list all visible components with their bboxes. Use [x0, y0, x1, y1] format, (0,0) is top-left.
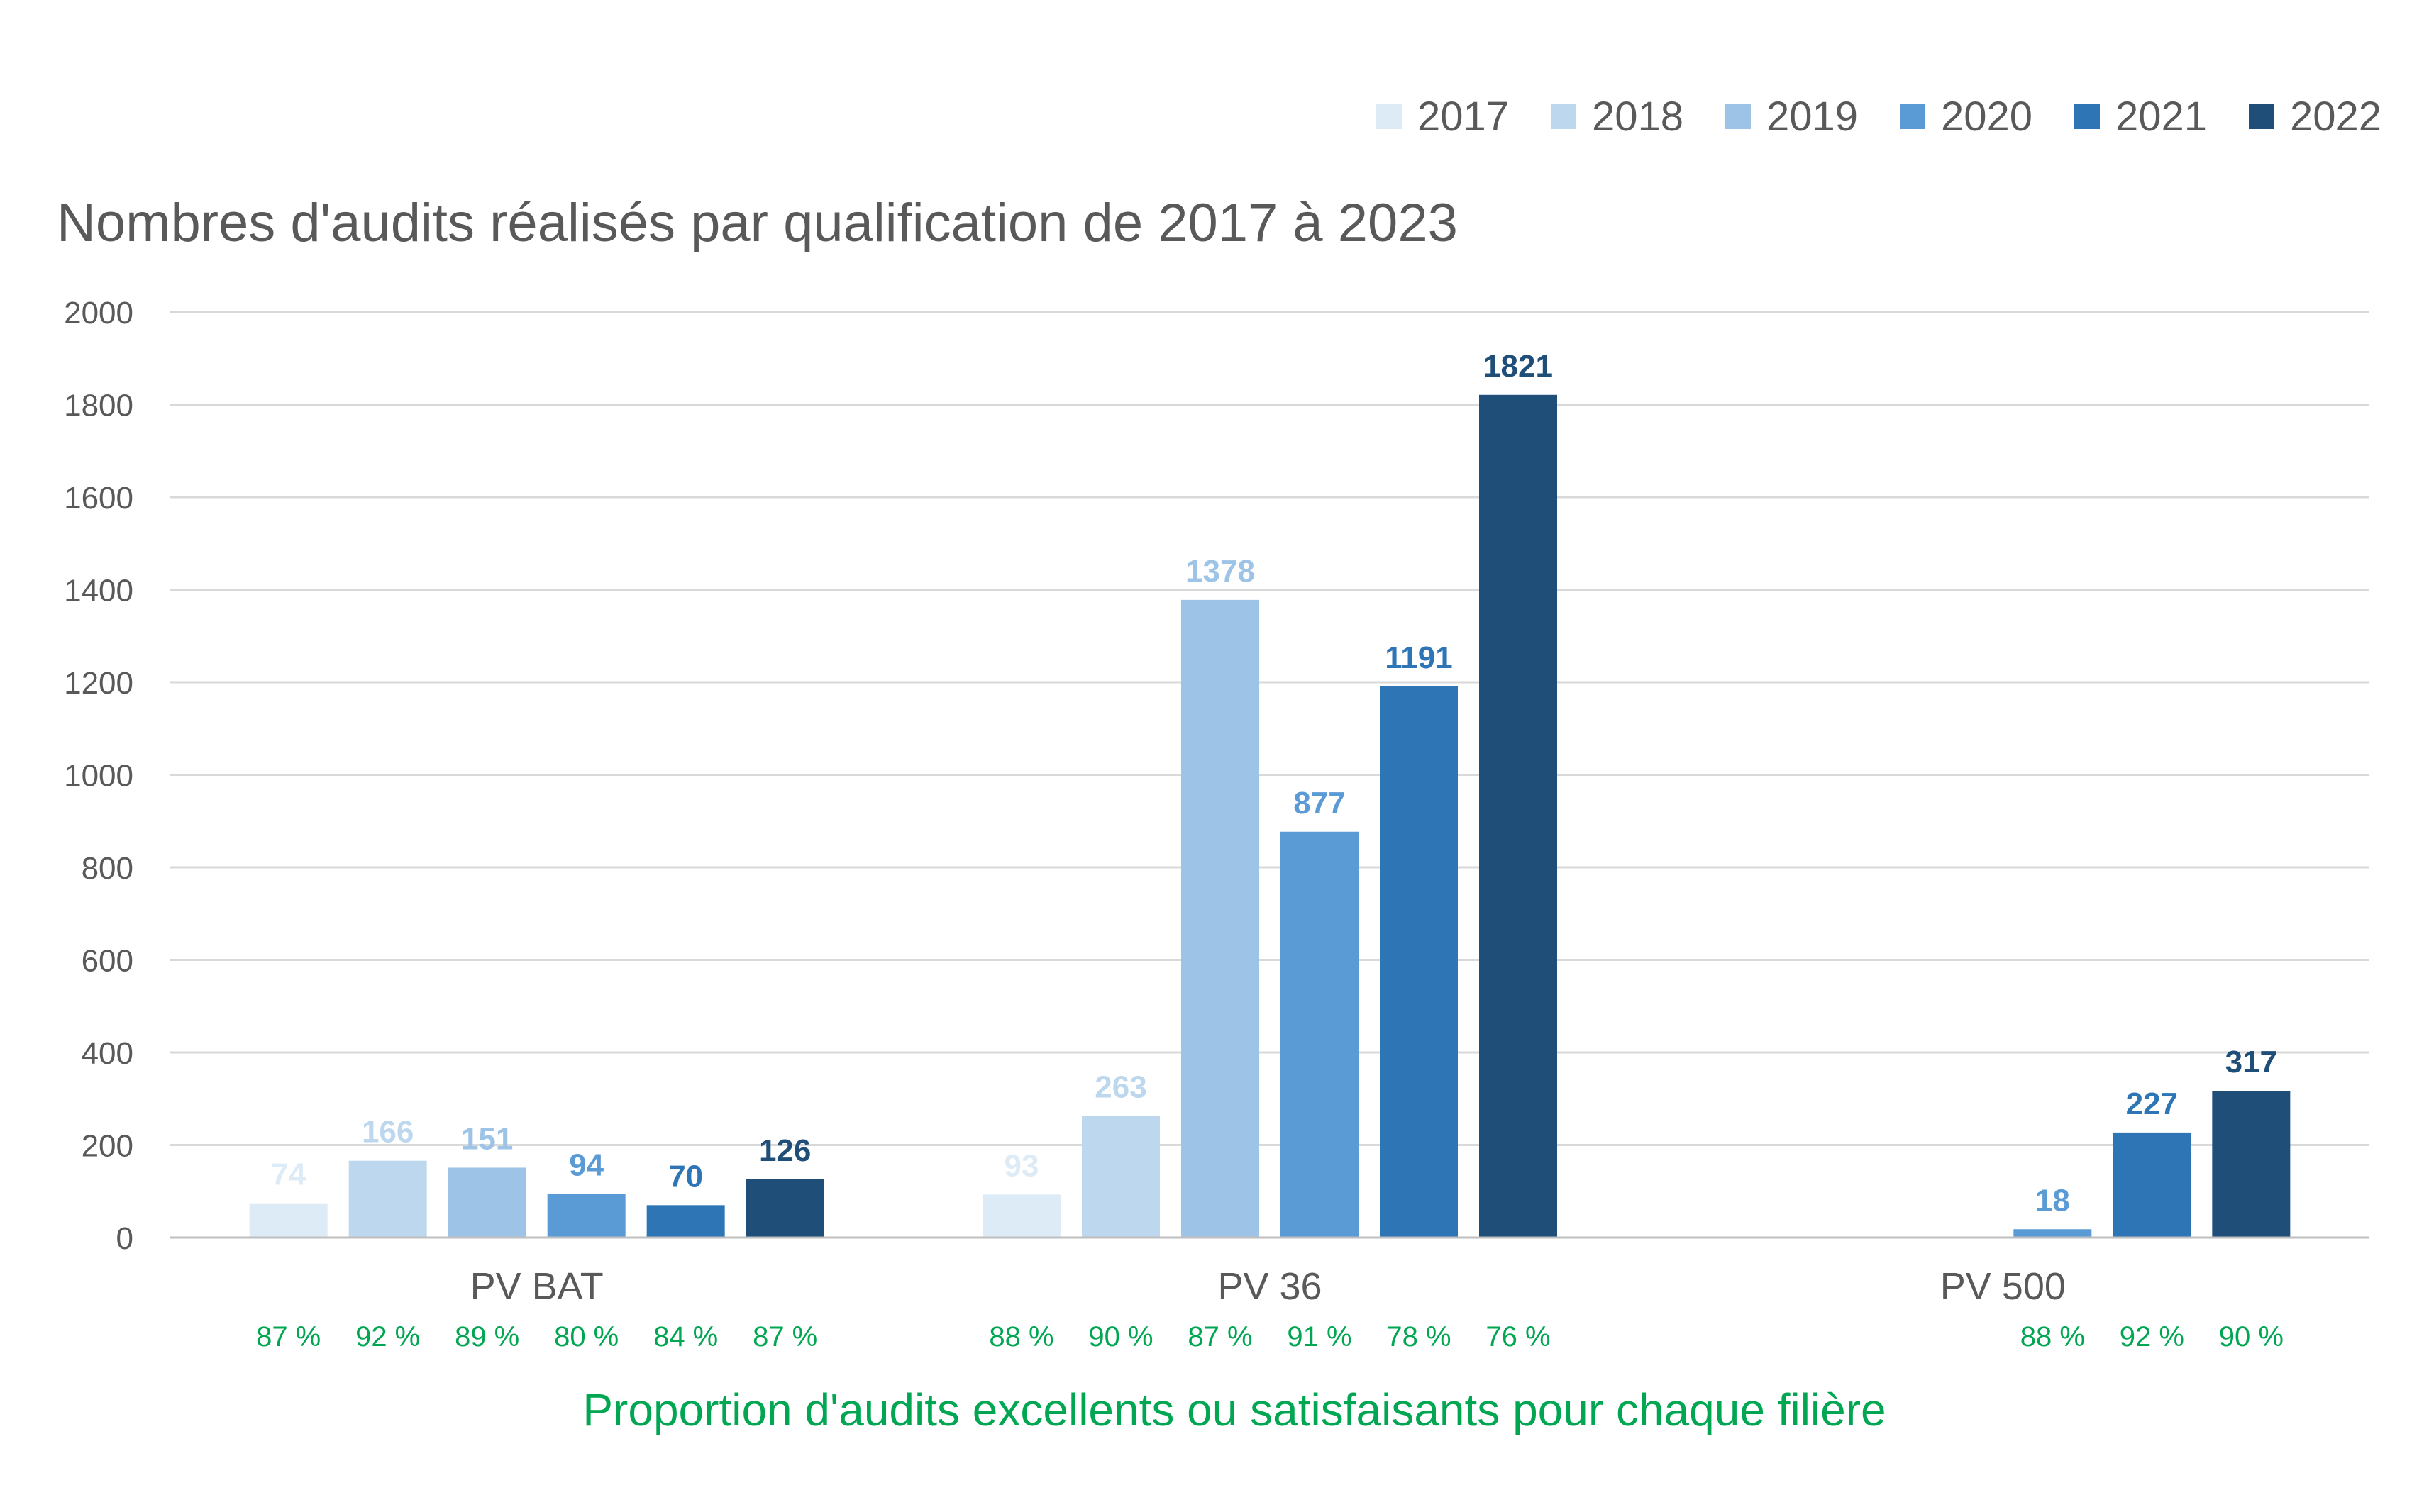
bar-pv-36-2018: [1082, 1116, 1160, 1238]
y-tick-label: 0: [116, 1221, 133, 1256]
y-tick-label: 1600: [64, 481, 133, 516]
legend: 2017 2018 2019 2020 2021 2022: [1376, 94, 2381, 140]
proportion-label: 92 %: [2120, 1321, 2184, 1352]
legend-entry: 2020: [1941, 94, 2032, 140]
legend-swatch: [1900, 104, 1925, 129]
bar-pv-36-2021: [1380, 686, 1458, 1238]
data-label: 263: [1095, 1069, 1146, 1104]
data-label: 1191: [1385, 640, 1452, 675]
y-tick-label: 800: [82, 851, 133, 886]
data-label: 70: [668, 1159, 703, 1194]
x-category-label: PV BAT: [470, 1265, 604, 1308]
gridlines: [170, 311, 2369, 1146]
bar-pv-bat-2017: [249, 1203, 328, 1238]
proportion-label: 90 %: [2219, 1321, 2284, 1352]
data-label: 227: [2126, 1086, 2178, 1121]
proportion-label: 88 %: [2020, 1321, 2085, 1352]
y-tick-label: 2000: [64, 296, 133, 330]
y-tick-label: 600: [82, 944, 133, 979]
proportion-label: 92 %: [355, 1321, 420, 1352]
proportion-label: 90 %: [1088, 1321, 1153, 1352]
data-label: 93: [1005, 1148, 1039, 1183]
bar-pv-bat-2018: [348, 1160, 427, 1238]
data-label: 74: [271, 1157, 306, 1192]
data-label: 877: [1293, 786, 1345, 821]
bar-pv-36-2017: [983, 1194, 1061, 1238]
legend-swatch: [2074, 104, 2100, 129]
y-tick-label: 1800: [64, 389, 133, 423]
y-tick-label: 1400: [64, 574, 133, 608]
data-labels: 74 166 151 94 70 126 93 263 1378 877 1191 1821 18 227…: [271, 349, 2277, 1218]
proportion-label: 76 %: [1485, 1321, 1550, 1352]
bar-pv-500-2021: [2113, 1132, 2191, 1238]
proportion-label: 87 %: [256, 1321, 321, 1352]
x-category-label: PV 500: [1940, 1265, 2066, 1308]
legend-swatch: [1551, 104, 1576, 129]
y-tick-label: 200: [82, 1129, 133, 1164]
bar-pv-bat-2021: [646, 1205, 725, 1238]
data-label: 126: [759, 1133, 811, 1168]
proportion-label: 78 %: [1386, 1321, 1451, 1352]
legend-entry: 2018: [1592, 94, 1683, 140]
legend-entry: 2017: [1417, 94, 1509, 140]
proportion-label: 91 %: [1287, 1321, 1351, 1352]
data-label: 166: [362, 1115, 414, 1150]
legend-entry: 2019: [1766, 94, 1858, 140]
proportion-label: 84 %: [653, 1321, 718, 1352]
footer-caption: Proportion d'audits excellents ou satisf…: [582, 1384, 1886, 1435]
bar-pv-bat-2022: [746, 1179, 824, 1238]
x-category-label: PV 36: [1217, 1265, 1322, 1308]
legend-entry: 2022: [2290, 94, 2381, 140]
proportion-label: 89 %: [455, 1321, 519, 1352]
chart-title: Nombres d'audits réalisés par qualificat…: [57, 193, 1458, 253]
data-label: 1378: [1185, 554, 1255, 589]
bar-pv-bat-2019: [448, 1167, 526, 1238]
legend-swatch: [2249, 104, 2274, 129]
bar-pv-bat-2020: [547, 1194, 626, 1238]
proportion-label: 80 %: [554, 1321, 619, 1352]
bar-pv-36-2019: [1181, 599, 1259, 1238]
proportion-labels: 87 % 92 % 89 % 80 % 84 % 87 % 88 % 90 % 87 % 91 %…: [256, 1321, 2284, 1352]
bar-pv-36-2022: [1479, 394, 1557, 1238]
legend-entry: 2021: [2115, 94, 2207, 140]
axis: 0 200 400 600 800 1000 1200 1400 1600 1800 2000 PV …: [64, 296, 2369, 1308]
y-tick-label: 1000: [64, 759, 133, 794]
y-tick-label: 400: [82, 1036, 133, 1071]
proportion-label: 87 %: [1188, 1321, 1252, 1352]
bar-pv-500-2022: [2212, 1091, 2291, 1238]
proportion-label: 87 %: [753, 1321, 817, 1352]
data-label: 151: [461, 1121, 513, 1156]
legend-swatch: [1725, 104, 1751, 129]
data-label: 94: [569, 1148, 604, 1183]
bars: [249, 394, 2291, 1238]
data-label: 18: [2035, 1183, 2070, 1218]
bar-pv-36-2020: [1280, 831, 1359, 1238]
legend-swatch: [1376, 104, 1402, 129]
bar-pv-500-2020: [2013, 1229, 2092, 1238]
proportion-label: 88 %: [989, 1321, 1053, 1352]
y-tick-label: 1200: [64, 666, 133, 701]
data-label: 317: [2225, 1045, 2277, 1079]
data-label: 1821: [1483, 349, 1553, 384]
